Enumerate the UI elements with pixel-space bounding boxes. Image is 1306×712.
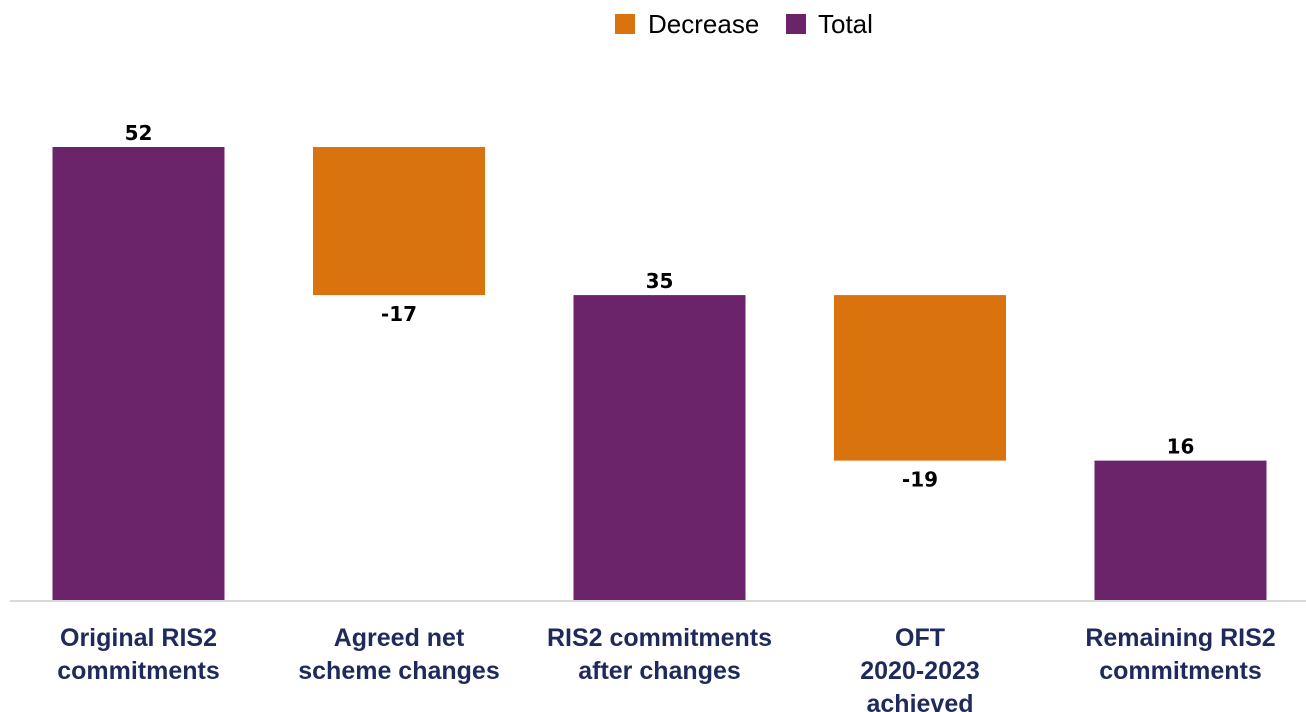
value-label-1: 52 [125, 121, 153, 145]
value-label-4: -19 [902, 468, 938, 492]
bar-1 [52, 147, 225, 600]
value-labels-group: 52 -17 35 -19 16 [125, 121, 1195, 492]
category-label-line: commitments [1099, 657, 1262, 685]
category-label-1: Original RIS2 commitments [57, 624, 220, 685]
category-label-line: achieved [866, 690, 973, 712]
legend-swatch-total [786, 14, 806, 34]
bar-2 [313, 147, 485, 296]
legend-swatch-decrease [615, 14, 635, 34]
category-label-line: after changes [578, 657, 741, 685]
category-label-4: OFT 2020-2023 achieved [860, 624, 980, 712]
category-labels-group: Original RIS2 commitments Agreed net scheme… [57, 624, 1275, 712]
legend-label-total: Total [818, 9, 873, 39]
category-label-line: commitments [57, 657, 220, 685]
category-label-line: RIS2 commitments [547, 624, 772, 652]
category-label-line: 2020-2023 [860, 657, 980, 685]
bars-group [52, 147, 1267, 600]
category-label-3: RIS2 commitments after changes [547, 624, 772, 685]
category-label-line: Remaining RIS2 [1085, 624, 1275, 652]
category-label-5: Remaining RIS2 commitments [1085, 624, 1275, 685]
value-label-2: -17 [381, 302, 417, 326]
category-label-line: Original RIS2 [60, 624, 217, 652]
bar-5 [1094, 460, 1267, 600]
bar-4 [834, 295, 1006, 461]
category-label-line: OFT [895, 624, 945, 652]
legend: Decrease Total [615, 9, 873, 39]
category-label-line: Agreed net [334, 624, 465, 652]
bar-3 [573, 295, 746, 600]
category-label-2: Agreed net scheme changes [298, 624, 500, 685]
legend-label-decrease: Decrease [648, 9, 759, 39]
category-label-line: scheme changes [298, 657, 500, 685]
value-label-5: 16 [1167, 435, 1195, 459]
value-label-3: 35 [646, 269, 674, 293]
